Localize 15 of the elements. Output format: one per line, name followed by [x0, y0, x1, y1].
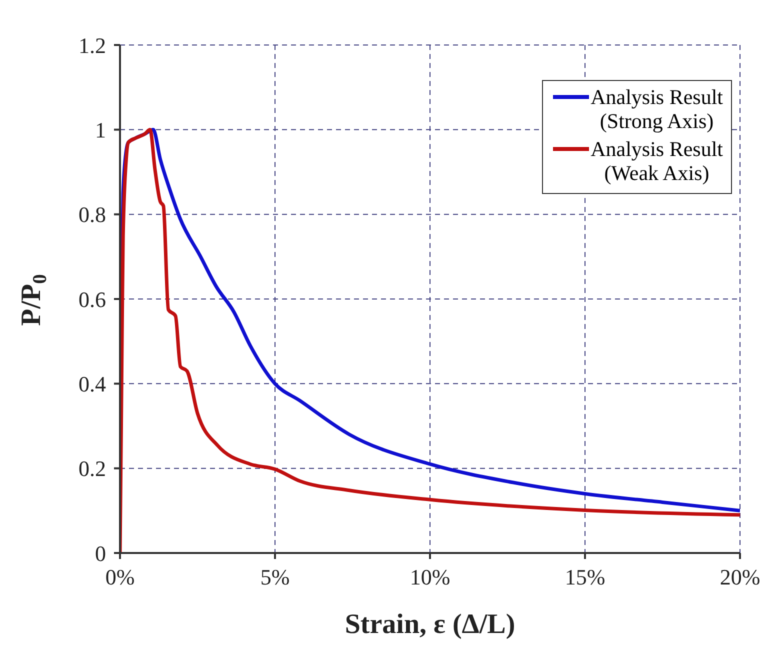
y-tick-label: 1.2 [78, 32, 106, 58]
legend-label: Analysis Result (Strong Axis) [590, 85, 723, 133]
x-tick-label: 5% [260, 564, 290, 590]
y-tick-label: 0.8 [78, 202, 106, 228]
legend-label: Analysis Result (Weak Axis) [590, 137, 723, 185]
x-tick-label: 20% [720, 564, 760, 590]
y-tick-label: 0.4 [78, 371, 106, 396]
x-tick-label: 0% [105, 564, 135, 590]
x-tick-label: 15% [564, 564, 606, 590]
y-tick-label: 0 [95, 540, 106, 566]
y-tick-label: 0.6 [78, 286, 106, 312]
y-tick-label: 1 [95, 117, 106, 142]
y-tick-label: 0.2 [78, 456, 106, 482]
x-tick-label: 10% [410, 564, 450, 590]
x-axis-title: Strain, ε (Δ/L) [344, 609, 516, 640]
